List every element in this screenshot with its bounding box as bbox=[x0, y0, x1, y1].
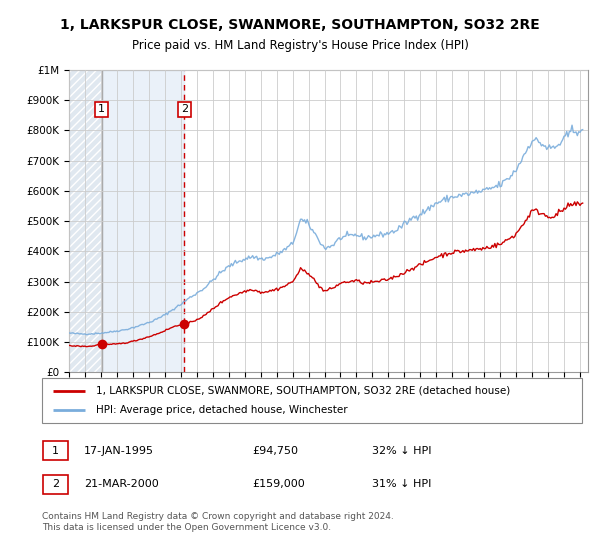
FancyBboxPatch shape bbox=[43, 475, 68, 494]
Text: Price paid vs. HM Land Registry's House Price Index (HPI): Price paid vs. HM Land Registry's House … bbox=[131, 39, 469, 53]
Text: 1, LARKSPUR CLOSE, SWANMORE, SOUTHAMPTON, SO32 2RE (detached house): 1, LARKSPUR CLOSE, SWANMORE, SOUTHAMPTON… bbox=[96, 385, 510, 395]
Text: 1, LARKSPUR CLOSE, SWANMORE, SOUTHAMPTON, SO32 2RE: 1, LARKSPUR CLOSE, SWANMORE, SOUTHAMPTON… bbox=[60, 18, 540, 32]
Bar bbox=[69, 70, 101, 372]
Text: HPI: Average price, detached house, Winchester: HPI: Average price, detached house, Winc… bbox=[96, 405, 347, 416]
Text: Contains HM Land Registry data © Crown copyright and database right 2024.
This d: Contains HM Land Registry data © Crown c… bbox=[42, 512, 394, 532]
Text: £159,000: £159,000 bbox=[252, 479, 305, 489]
FancyBboxPatch shape bbox=[43, 441, 68, 460]
FancyBboxPatch shape bbox=[42, 378, 582, 423]
Text: 1: 1 bbox=[98, 104, 105, 114]
Text: 1: 1 bbox=[52, 446, 59, 456]
Text: 2: 2 bbox=[181, 104, 188, 114]
Text: 31% ↓ HPI: 31% ↓ HPI bbox=[372, 479, 431, 489]
Text: £94,750: £94,750 bbox=[252, 446, 298, 456]
Text: 21-MAR-2000: 21-MAR-2000 bbox=[84, 479, 159, 489]
Text: 17-JAN-1995: 17-JAN-1995 bbox=[84, 446, 154, 456]
Text: 32% ↓ HPI: 32% ↓ HPI bbox=[372, 446, 431, 456]
Text: 2: 2 bbox=[52, 479, 59, 489]
